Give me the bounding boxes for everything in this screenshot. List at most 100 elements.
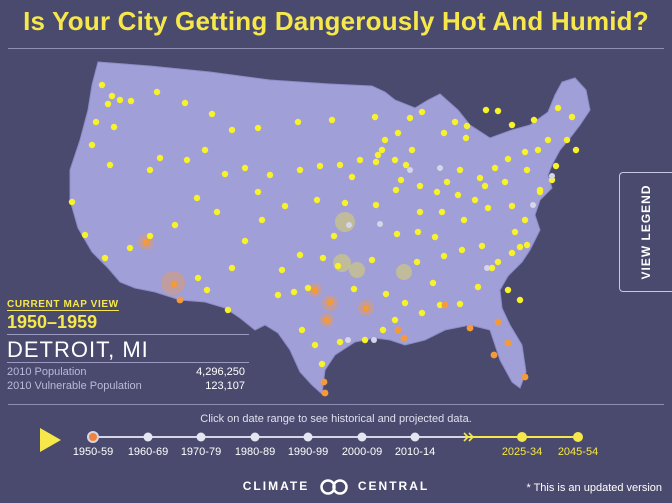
timeline-label[interactable]: 2000-09	[342, 446, 382, 458]
city-dot-yellow[interactable]	[254, 188, 262, 196]
city-dot-yellow[interactable]	[313, 196, 321, 204]
city-dot-yellow[interactable]	[241, 237, 249, 245]
city-dot-yellow[interactable]	[406, 114, 414, 122]
timeline[interactable]: 1950-59 1960-69 1970-79 1980-89 1990-99 2000-…	[0, 420, 672, 470]
city-dot-yellow[interactable]	[568, 113, 576, 121]
city-dot-yellow[interactable]	[356, 156, 364, 164]
city-dot-yellow[interactable]	[98, 81, 106, 89]
city-dot-grey[interactable]	[437, 165, 443, 171]
city-dot-yellow[interactable]	[414, 228, 422, 236]
play-icon[interactable]	[40, 428, 61, 452]
city-dot-yellow[interactable]	[451, 118, 459, 126]
city-dot-orange[interactable]	[362, 304, 370, 312]
city-dot-yellow[interactable]	[463, 122, 471, 130]
timeline-node-1960-69[interactable]: 1960-69	[128, 432, 168, 459]
city-dot-yellow[interactable]	[554, 104, 562, 112]
city-dot-yellow[interactable]	[92, 118, 100, 126]
city-dot-yellow[interactable]	[228, 126, 236, 134]
city-dot-yellow[interactable]	[296, 251, 304, 259]
city-dot-yellow[interactable]	[433, 188, 441, 196]
city-dot-yellow[interactable]	[491, 164, 499, 172]
timeline-node-2025-34[interactable]: 2025-34	[502, 432, 542, 458]
city-dot-yellow[interactable]	[536, 188, 544, 196]
city-dot-yellow[interactable]	[254, 124, 262, 132]
city-dot-yellow[interactable]	[171, 221, 179, 229]
city-dot-yellow[interactable]	[504, 286, 512, 294]
timeline-node-1980-89[interactable]: 1980-89	[235, 432, 275, 459]
city-dot-orange[interactable]	[170, 280, 178, 288]
city-dot-yellow[interactable]	[544, 136, 552, 144]
city-dot-yellow[interactable]	[521, 148, 529, 156]
city-dot-yellow[interactable]	[458, 246, 466, 254]
city-dot-orange[interactable]	[394, 326, 402, 334]
city-dot-yellow[interactable]	[508, 249, 516, 257]
city-dot-yellow[interactable]	[516, 296, 524, 304]
timeline-label[interactable]: 2025-34	[502, 446, 542, 458]
city-dot-yellow[interactable]	[371, 113, 379, 121]
city-dot-orange[interactable]	[504, 339, 512, 347]
city-dot-yellow[interactable]	[374, 151, 382, 159]
city-dot-yellow[interactable]	[381, 136, 389, 144]
city-dot-yellow[interactable]	[501, 178, 509, 186]
city-dot-yellow[interactable]	[440, 129, 448, 137]
city-dot-grey[interactable]	[407, 167, 413, 173]
city-dot-yellow[interactable]	[436, 301, 444, 309]
city-dot-yellow[interactable]	[281, 202, 289, 210]
city-dot-yellow[interactable]	[294, 118, 302, 126]
city-dot-yellow[interactable]	[181, 99, 189, 107]
timeline-node-1990-99[interactable]: 1990-99	[288, 432, 328, 459]
city-dot-yellow[interactable]	[203, 286, 211, 294]
city-dot-yellow[interactable]	[474, 283, 482, 291]
city-dot-yellow[interactable]	[494, 258, 502, 266]
city-dot-yellow[interactable]	[402, 161, 410, 169]
city-dot-yellow[interactable]	[127, 97, 135, 105]
city-dot-yellow[interactable]	[508, 202, 516, 210]
timeline-dot[interactable]	[517, 432, 527, 442]
city-dot-yellow[interactable]	[290, 288, 298, 296]
city-dot-yellow[interactable]	[368, 256, 376, 264]
city-dot-yellow[interactable]	[228, 264, 236, 272]
city-dot-yellow[interactable]	[454, 191, 462, 199]
city-dot-yellow[interactable]	[126, 244, 134, 252]
city-dot-yellow[interactable]	[488, 264, 496, 272]
timeline-dot[interactable]	[357, 432, 367, 442]
city-dot-orange[interactable]	[142, 238, 150, 246]
city-dot-yellow[interactable]	[101, 254, 109, 262]
city-dot-yellow[interactable]	[88, 141, 96, 149]
city-dot-yellow[interactable]	[372, 201, 380, 209]
city-dot-yellow[interactable]	[460, 216, 468, 224]
city-dot-yellow[interactable]	[443, 178, 451, 186]
timeline-label[interactable]: 2010-14	[395, 446, 435, 458]
timeline-dot[interactable]	[573, 432, 583, 442]
city-dot-yellow[interactable]	[530, 116, 538, 124]
city-dot-yellow[interactable]	[471, 196, 479, 204]
city-dot-yellow[interactable]	[401, 299, 409, 307]
city-dot-yellow[interactable]	[393, 230, 401, 238]
city-dot-yellow[interactable]	[296, 166, 304, 174]
city-dot-yellow[interactable]	[146, 232, 154, 240]
city-dot-yellow[interactable]	[456, 300, 464, 308]
city-dot-yellow[interactable]	[361, 336, 369, 344]
city-dot-yellow[interactable]	[516, 243, 524, 251]
city-dot-yellow[interactable]	[476, 174, 484, 182]
city-dot-yellow[interactable]	[183, 156, 191, 164]
city-dot-yellow[interactable]	[563, 136, 571, 144]
city-dot-yellow[interactable]	[416, 182, 424, 190]
city-dot-yellow[interactable]	[334, 262, 342, 270]
city-dot-yellow[interactable]	[440, 252, 448, 260]
city-dot-grey[interactable]	[371, 337, 377, 343]
city-dot-yellow[interactable]	[106, 161, 114, 169]
city-dot-yellow[interactable]	[481, 182, 489, 190]
city-dot-yellow[interactable]	[523, 241, 531, 249]
city-dot-yellow[interactable]	[350, 285, 358, 293]
city-dot-yellow[interactable]	[194, 274, 202, 282]
city-dot-yellow[interactable]	[110, 123, 118, 131]
city-dot-orange[interactable]	[521, 373, 529, 381]
timeline-node-2045-54[interactable]: 2045-54	[558, 432, 598, 458]
city-dot-yellow[interactable]	[116, 96, 124, 104]
city-dot-yellow[interactable]	[266, 171, 274, 179]
timeline-label[interactable]: 1960-69	[128, 446, 168, 458]
city-dot-grey[interactable]	[484, 265, 490, 271]
timeline-label[interactable]: 1980-89	[235, 446, 275, 458]
city-dot-grey[interactable]	[345, 337, 351, 343]
